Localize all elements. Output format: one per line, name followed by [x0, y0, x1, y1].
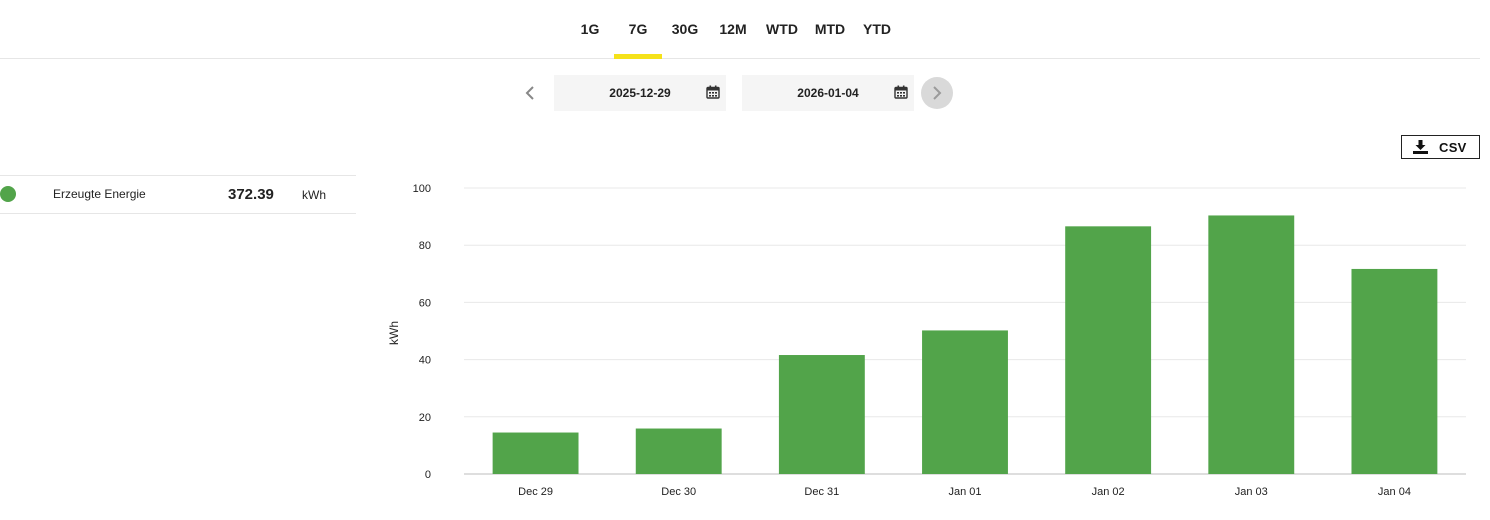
bar [1351, 268, 1438, 474]
tab-12m[interactable]: 12M [719, 21, 747, 37]
legend-label: Erzeugte Energie [53, 187, 146, 201]
download-icon [1413, 140, 1428, 154]
chevron-left-icon [525, 86, 534, 100]
y-tick-label: 100 [413, 183, 431, 195]
y-tick-label: 20 [419, 412, 431, 424]
tab-30g[interactable]: 30G [671, 21, 699, 37]
start-date-field[interactable]: 2025-12-29 [554, 75, 726, 111]
y-tick-label: 40 [419, 355, 431, 367]
start-date-value: 2025-12-29 [609, 86, 671, 100]
bar [635, 428, 722, 474]
csv-button-label: CSV [1439, 140, 1467, 155]
x-tick-label: Jan 03 [1235, 486, 1268, 498]
legend-total-value: 372.39 [228, 186, 274, 203]
bar [492, 432, 579, 474]
tab-7g[interactable]: 7G [614, 0, 662, 59]
x-tick-label: Dec 31 [804, 486, 839, 498]
x-tick-label: Jan 02 [1092, 486, 1125, 498]
x-tick-label: Dec 30 [661, 486, 696, 498]
csv-export-button[interactable]: CSV [1401, 135, 1480, 159]
legend-color-dot [0, 186, 16, 202]
x-tick-label: Dec 29 [518, 486, 553, 498]
calendar-icon[interactable] [894, 85, 908, 99]
bar [778, 355, 865, 474]
chevron-right-icon [933, 86, 942, 100]
legend-unit: kWh [302, 188, 326, 202]
period-tabs: 1G 7G 30G 12M WTD MTD YTD [0, 0, 1480, 59]
calendar-icon[interactable] [706, 85, 720, 99]
bar [1065, 226, 1152, 474]
end-date-value: 2026-01-04 [797, 86, 859, 100]
y-tick-label: 80 [419, 240, 431, 252]
tab-ytd[interactable]: YTD [863, 21, 891, 37]
bar [1208, 215, 1295, 474]
tab-wtd[interactable]: WTD [766, 21, 798, 37]
tab-mtd[interactable]: MTD [814, 21, 846, 37]
x-tick-label: Jan 04 [1378, 486, 1411, 498]
tab-1g[interactable]: 1G [580, 21, 600, 37]
x-tick-label: Jan 01 [948, 486, 981, 498]
y-axis-label: kWh [387, 321, 401, 345]
end-date-field[interactable]: 2026-01-04 [742, 75, 914, 111]
bar [922, 330, 1008, 474]
y-tick-label: 0 [425, 469, 431, 481]
legend-row: Erzeugte Energie 372.39 kWh [0, 175, 356, 214]
next-period-button[interactable] [921, 77, 953, 109]
y-tick-label: 60 [419, 297, 431, 309]
previous-period-button[interactable] [515, 78, 545, 108]
